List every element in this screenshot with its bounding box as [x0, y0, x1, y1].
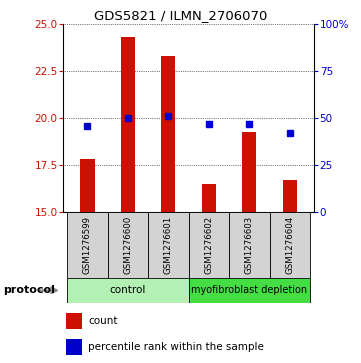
Bar — [66, 339, 82, 355]
Text: count: count — [88, 316, 118, 326]
Text: GSM1276601: GSM1276601 — [164, 216, 173, 274]
Text: protocol: protocol — [4, 285, 56, 295]
Text: myofibroblast depletion: myofibroblast depletion — [191, 285, 307, 295]
Text: GSM1276600: GSM1276600 — [123, 216, 132, 274]
Bar — [161, 56, 175, 212]
Text: GDS5821 / ILMN_2706070: GDS5821 / ILMN_2706070 — [94, 9, 267, 22]
Text: GSM1276604: GSM1276604 — [285, 216, 294, 274]
Bar — [81, 159, 95, 212]
FancyBboxPatch shape — [189, 278, 310, 303]
FancyBboxPatch shape — [67, 278, 189, 303]
Text: GSM1276599: GSM1276599 — [83, 216, 92, 274]
Bar — [121, 37, 135, 212]
Bar — [202, 184, 216, 212]
Text: control: control — [110, 285, 146, 295]
Bar — [242, 131, 256, 212]
FancyBboxPatch shape — [229, 212, 270, 278]
FancyBboxPatch shape — [108, 212, 148, 278]
Bar — [66, 313, 82, 329]
FancyBboxPatch shape — [189, 212, 229, 278]
FancyBboxPatch shape — [270, 212, 310, 278]
Bar — [283, 180, 297, 212]
FancyBboxPatch shape — [148, 212, 189, 278]
FancyBboxPatch shape — [67, 212, 108, 278]
Text: GSM1276602: GSM1276602 — [204, 216, 213, 274]
Text: percentile rank within the sample: percentile rank within the sample — [88, 342, 264, 352]
Text: GSM1276603: GSM1276603 — [245, 216, 254, 274]
